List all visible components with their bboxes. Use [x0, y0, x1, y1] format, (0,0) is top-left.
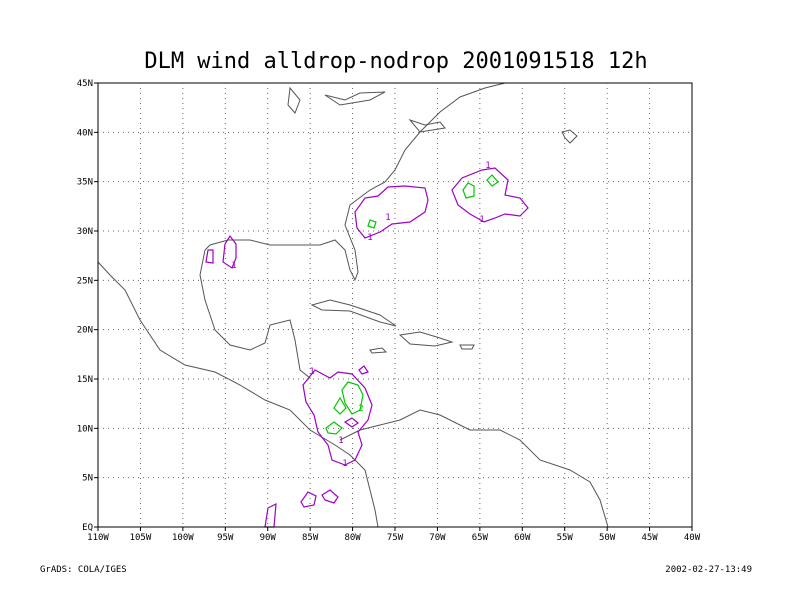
y-tick-label: EQ — [82, 523, 93, 533]
y-tick-label: 40N — [77, 128, 93, 138]
x-tick-label: 50W — [599, 533, 616, 543]
contours — [205, 167, 529, 528]
x-tick-label: 110W — [87, 533, 109, 543]
contour-label: 1 — [367, 233, 372, 243]
x-tick-label: 90W — [260, 533, 277, 543]
y-tick-label: 30N — [77, 227, 93, 237]
contour-label: 1 — [385, 213, 390, 223]
y-tick-label: 5N — [82, 474, 93, 484]
x-tick-label: 40W — [684, 533, 701, 543]
contour-label: 1 — [342, 459, 347, 469]
footer-right: 2002-02-27-13:49 — [665, 565, 752, 575]
x-tick-label: 80W — [344, 533, 361, 543]
x-tick-label: 100W — [172, 533, 194, 543]
x-tick-label: 55W — [557, 533, 574, 543]
chart-title: DLM wind alldrop-nodrop 2001091518 12h — [144, 49, 647, 74]
contour-label: 2 — [358, 404, 363, 414]
x-tick-label: 75W — [387, 533, 404, 543]
y-tick-label: 15N — [77, 375, 93, 385]
x-tick-label: 45W — [641, 533, 658, 543]
y-tick-label: 25N — [77, 276, 93, 286]
contour-label: 1 — [485, 161, 490, 171]
x-tick-label: 60W — [514, 533, 531, 543]
footer-left: GrADS: COLA/IGES — [40, 565, 127, 575]
y-tick-label: 20N — [77, 326, 93, 336]
y-tick-label: 45N — [77, 79, 93, 89]
x-tick-label: 70W — [429, 533, 446, 543]
contour-label: 1 — [338, 436, 343, 446]
coastlines — [97, 82, 609, 528]
contour-label: 1 — [231, 261, 236, 271]
contour-label: 1 — [479, 215, 484, 225]
x-tick-label: 105W — [130, 533, 152, 543]
x-tick-label: 85W — [302, 533, 319, 543]
contour-label: 1 — [309, 367, 314, 377]
y-tick-label: 35N — [77, 178, 93, 188]
y-tick-label: 10N — [77, 424, 93, 434]
x-tick-label: 95W — [217, 533, 234, 543]
x-tick-label: 65W — [472, 533, 489, 543]
